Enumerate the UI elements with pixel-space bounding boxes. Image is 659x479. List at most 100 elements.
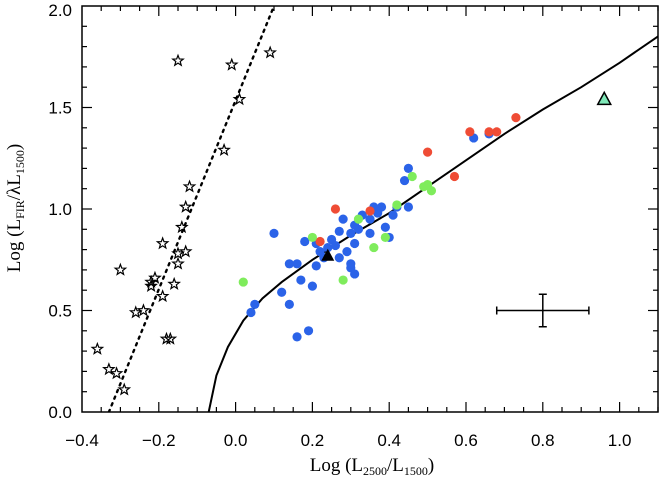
x-tick-label: 0.4 (377, 431, 401, 450)
green-point (392, 200, 402, 210)
blue-point (346, 259, 356, 269)
green-point (307, 232, 317, 243)
blue-point (350, 269, 360, 279)
star-point (171, 53, 185, 67)
star-point (159, 331, 174, 345)
star-point (148, 270, 162, 284)
blue-point (250, 299, 260, 310)
blue-point (399, 175, 410, 186)
star-point (109, 366, 124, 380)
red-point (330, 204, 341, 214)
star-point (136, 303, 151, 317)
red-point (423, 147, 433, 157)
blue-point (353, 224, 364, 234)
y-tick-label: 2.0 (48, 1, 72, 20)
blue-point (269, 228, 279, 238)
star-point (102, 362, 116, 376)
blue-point (342, 247, 352, 257)
star-point (155, 289, 170, 303)
green-point (380, 232, 390, 243)
red-point (449, 171, 460, 182)
blue-point (376, 202, 387, 212)
x-tick-label: 1.0 (608, 431, 632, 450)
green-point (369, 242, 379, 253)
x-tick-label: −0.2 (142, 431, 176, 450)
blue-point (296, 275, 306, 285)
blue-point (346, 228, 356, 238)
star-point (171, 256, 185, 270)
x-tick-label: 0.0 (224, 431, 248, 450)
y-tick-label: 0.5 (48, 302, 72, 321)
red-point (484, 127, 494, 137)
cyan-triangle-point (596, 90, 612, 106)
blue-point (334, 226, 344, 236)
blue-point (334, 253, 344, 263)
green-point (238, 277, 248, 287)
x-tick-label: 0.2 (301, 431, 325, 450)
star-point (182, 179, 197, 193)
blue-point (284, 299, 294, 310)
star-point (178, 244, 193, 258)
x-axis-label: Log (L2500/L1500) (310, 455, 435, 478)
star-point (113, 262, 128, 276)
axis-labels: Log (L2500/L1500) Log (LFIR/λL1500) (4, 144, 434, 478)
blue-point (311, 261, 321, 271)
y-axis-label: Log (LFIR/λL1500) (4, 144, 27, 272)
error-bar (495, 293, 590, 328)
blue-point (277, 287, 287, 297)
star-point (167, 276, 182, 290)
red-point (365, 206, 375, 216)
star-point (178, 199, 193, 213)
blue-point (380, 222, 390, 232)
blue-point (403, 202, 413, 212)
blue-point (307, 281, 317, 291)
star-point (232, 92, 247, 106)
blue-point (303, 326, 314, 336)
axes: −0.4 −0.2 0.0 0.2 0.4 0.6 0.8 1.0 0.0 0.5 1.0 1.5 2.… (48, 1, 659, 450)
data-points (90, 45, 612, 396)
star-point (224, 57, 239, 71)
y-tick-label: 0.0 (48, 403, 72, 422)
star-point (217, 142, 231, 156)
star-point (263, 45, 278, 59)
star-point (117, 382, 132, 396)
red-point (511, 113, 521, 123)
blue-point (330, 240, 341, 251)
y-tick-label: 1.0 (48, 200, 72, 219)
blue-point (292, 332, 302, 342)
red-point (315, 236, 325, 247)
green-point (426, 186, 437, 196)
star-point (163, 331, 178, 345)
star-point (128, 305, 143, 319)
star-point (174, 220, 189, 234)
black-triangle-point (321, 248, 335, 261)
blue-point (246, 307, 256, 318)
green-point (338, 275, 348, 285)
blue-point (365, 228, 375, 238)
blue-point (350, 238, 360, 249)
y-tick-label: 1.5 (48, 99, 72, 118)
blue-point (403, 163, 413, 173)
fit-lines (107, 6, 658, 412)
blue-point (365, 214, 375, 224)
green-point (353, 214, 364, 224)
green-point (407, 171, 417, 182)
star-point (171, 246, 185, 260)
blue-point (300, 236, 310, 247)
star-point (155, 236, 170, 250)
star-point (90, 341, 105, 355)
blue-point (292, 259, 302, 269)
x-tick-label: 0.6 (454, 431, 478, 450)
dotted-fit (107, 6, 276, 412)
red-point (492, 127, 502, 137)
red-point (465, 127, 475, 137)
star-point (144, 278, 158, 292)
blue-point (284, 259, 294, 269)
solid-curve (207, 35, 658, 412)
blue-point (323, 242, 333, 253)
blue-point (338, 214, 348, 224)
x-tick-label: −0.4 (65, 431, 99, 450)
x-tick-label: 0.8 (531, 431, 555, 450)
blue-point (388, 210, 398, 220)
